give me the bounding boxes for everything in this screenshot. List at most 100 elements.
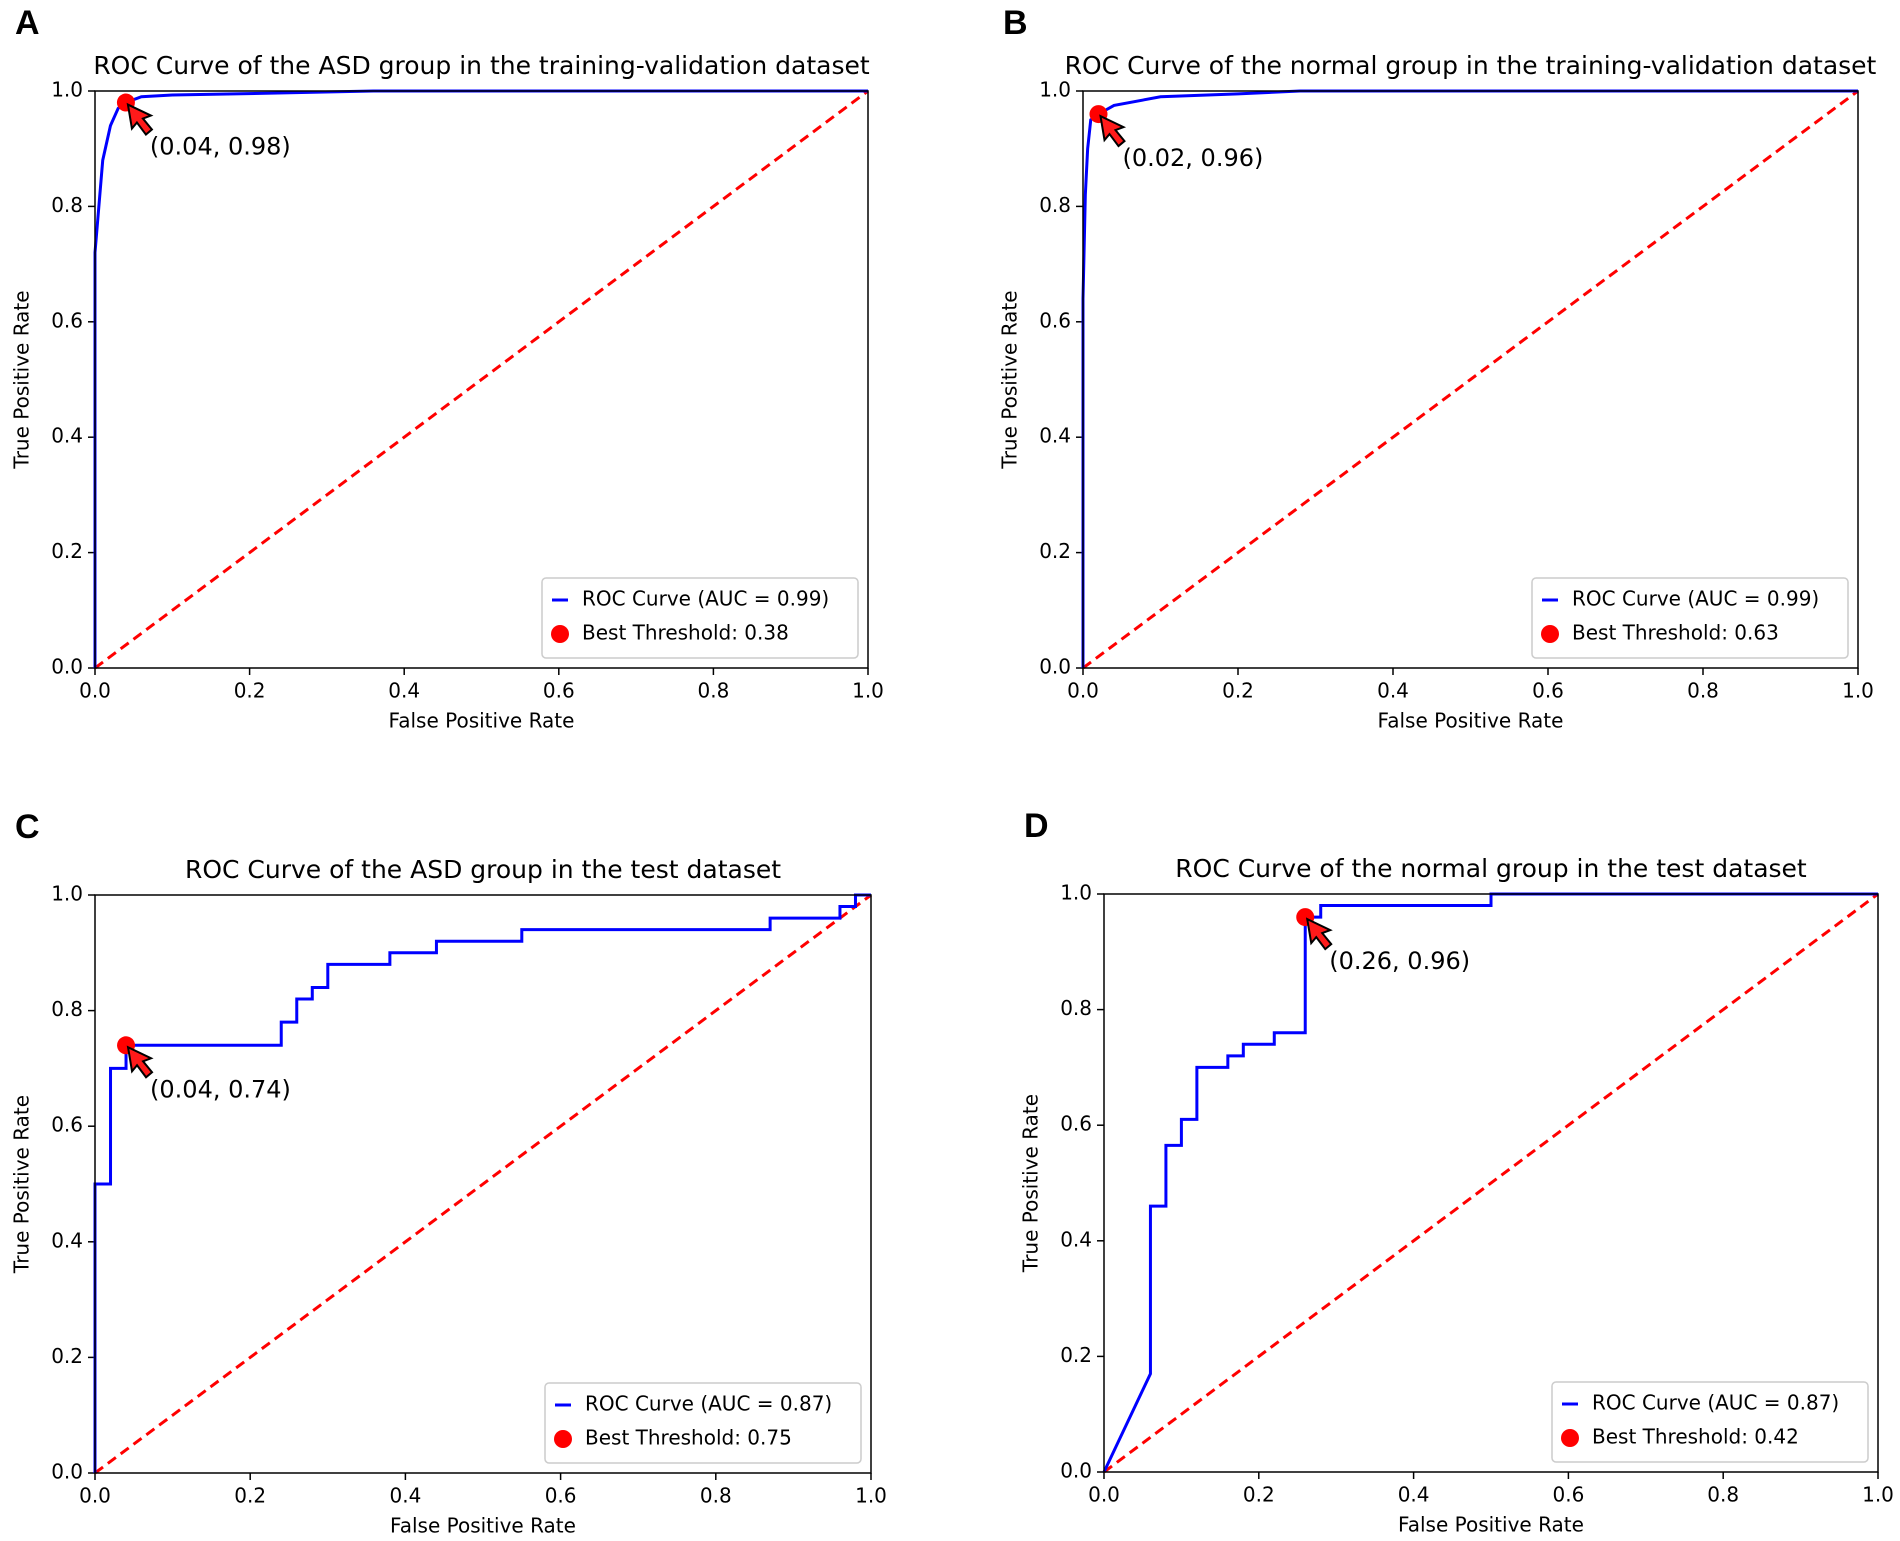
- plot-frame: [1082, 90, 1859, 669]
- panel-letter: D: [1024, 807, 1049, 845]
- y-tick-label: 0.4: [51, 424, 83, 448]
- y-tick-label: 0.6: [51, 1113, 83, 1137]
- x-tick-label: 0.2: [234, 679, 266, 703]
- chart-title: ROC Curve of the ASD group in the test d…: [185, 855, 781, 884]
- legend-label: ROC Curve (AUC = 0.87): [1592, 1391, 1839, 1415]
- y-tick-label: 0.0: [51, 655, 83, 679]
- x-tick-label: 0.0: [79, 1484, 111, 1508]
- panel-letter: C: [15, 808, 40, 846]
- x-tick-label: 1.0: [855, 1484, 887, 1508]
- x-axis-label: False Positive Rate: [390, 1514, 576, 1538]
- chart-title: ROC Curve of the ASD group in the traini…: [93, 51, 870, 80]
- reference-line: [1103, 892, 1879, 1474]
- annotation-arrow: [1305, 917, 1333, 951]
- x-tick-label: 1.0: [1862, 1483, 1894, 1507]
- chart-title: ROC Curve of the normal group in the tes…: [1175, 854, 1807, 883]
- panel: A ROC Curve of the ASD group in the train…: [10, 4, 884, 733]
- x-tick-label: 0.2: [1222, 679, 1254, 703]
- legend-swatch: [554, 1430, 572, 1448]
- annotation: (0.04, 0.74): [150, 1075, 291, 1103]
- y-tick-label: 0.2: [1039, 539, 1071, 563]
- y-tick-label: 0.8: [51, 997, 83, 1021]
- annotation-arrow: [126, 1045, 154, 1079]
- legend-label: Best Threshold: 0.42: [1592, 1425, 1799, 1449]
- reference-line: [94, 893, 872, 1475]
- x-tick-label: 0.4: [1398, 1483, 1430, 1507]
- x-tick-label: 0.6: [1532, 679, 1564, 703]
- y-tick-label: 0.2: [51, 539, 83, 563]
- annotation: (0.26, 0.96): [1329, 947, 1470, 975]
- y-tick-label: 0.6: [1060, 1112, 1092, 1136]
- panel-letter: A: [15, 4, 40, 42]
- legend-swatch: [1561, 1429, 1579, 1447]
- chart-title: ROC Curve of the normal group in the tra…: [1065, 51, 1877, 80]
- x-tick-label: 0.4: [1377, 679, 1409, 703]
- plot-frame: [94, 894, 872, 1474]
- legend-label: Best Threshold: 0.63: [1572, 621, 1779, 645]
- y-axis-label: True Positive Rate: [10, 290, 34, 469]
- annotation: (0.02, 0.96): [1123, 144, 1264, 172]
- x-tick-label: 0.8: [697, 679, 729, 703]
- y-tick-label: 0.8: [1060, 996, 1092, 1020]
- y-tick-label: 0.0: [1039, 655, 1071, 679]
- y-axis-label: True Positive Rate: [1019, 1094, 1043, 1273]
- plot-frame: [1103, 893, 1879, 1473]
- y-tick-label: 0.4: [51, 1228, 83, 1252]
- panel: C ROC Curve of the ASD group in the test …: [10, 808, 887, 1538]
- legend-box: [1551, 1381, 1869, 1463]
- annotation-arrow: [1099, 114, 1127, 148]
- reference-line: [1082, 89, 1859, 670]
- legend-label: Best Threshold: 0.38: [582, 621, 789, 645]
- roc-curve: [1102, 892, 1878, 1473]
- y-axis-label: True Positive Rate: [10, 1095, 34, 1274]
- y-tick-label: 0.2: [1060, 1343, 1092, 1367]
- x-tick-label: 0.8: [1707, 1483, 1739, 1507]
- legend-swatch: [1541, 625, 1559, 643]
- x-tick-label: 0.2: [1243, 1483, 1275, 1507]
- x-tick-label: 0.6: [543, 679, 575, 703]
- y-tick-label: 1.0: [51, 882, 83, 906]
- annotation: (0.04, 0.98): [150, 133, 291, 161]
- x-tick-label: 0.0: [1088, 1483, 1120, 1507]
- x-tick-label: 0.8: [700, 1484, 732, 1508]
- legend-label: ROC Curve (AUC = 0.99): [1572, 587, 1819, 611]
- legend-box: [544, 1382, 862, 1464]
- x-tick-label: 1.0: [1842, 679, 1874, 703]
- legend-label: ROC Curve (AUC = 0.99): [582, 587, 829, 611]
- y-tick-label: 0.6: [1039, 308, 1071, 332]
- legend-box: [541, 577, 859, 659]
- y-tick-label: 0.4: [1039, 424, 1071, 448]
- annotation-arrow: [126, 102, 154, 136]
- legend-label: Best Threshold: 0.75: [585, 1426, 792, 1450]
- legend-box: [1531, 577, 1849, 659]
- x-tick-label: 1.0: [852, 679, 884, 703]
- y-tick-label: 0.8: [51, 193, 83, 217]
- x-tick-label: 0.6: [545, 1484, 577, 1508]
- plot-frame: [94, 90, 869, 669]
- x-axis-label: False Positive Rate: [389, 709, 575, 733]
- reference-line: [94, 89, 869, 670]
- x-tick-label: 0.0: [79, 679, 111, 703]
- y-tick-label: 0.4: [1060, 1227, 1092, 1251]
- y-tick-label: 0.0: [51, 1460, 83, 1484]
- y-tick-label: 0.6: [51, 308, 83, 332]
- x-tick-label: 0.8: [1687, 679, 1719, 703]
- panel: B ROC Curve of the normal group in the tr…: [998, 4, 1877, 733]
- legend-label: ROC Curve (AUC = 0.87): [585, 1392, 832, 1416]
- y-tick-label: 1.0: [1039, 78, 1071, 102]
- y-tick-label: 1.0: [51, 78, 83, 102]
- legend-swatch: [551, 625, 569, 643]
- x-tick-label: 0.6: [1552, 1483, 1584, 1507]
- y-tick-label: 0.8: [1039, 193, 1071, 217]
- roc-curve: [93, 893, 871, 1473]
- x-tick-label: 0.4: [388, 679, 420, 703]
- x-tick-label: 0.4: [389, 1484, 421, 1508]
- x-tick-label: 0.2: [234, 1484, 266, 1508]
- y-tick-label: 0.2: [51, 1344, 83, 1368]
- x-tick-label: 0.0: [1067, 679, 1099, 703]
- y-tick-label: 1.0: [1060, 881, 1092, 905]
- panel: D ROC Curve of the normal group in the te…: [1019, 807, 1894, 1537]
- x-axis-label: False Positive Rate: [1398, 1513, 1584, 1537]
- panel-letter: B: [1003, 4, 1028, 42]
